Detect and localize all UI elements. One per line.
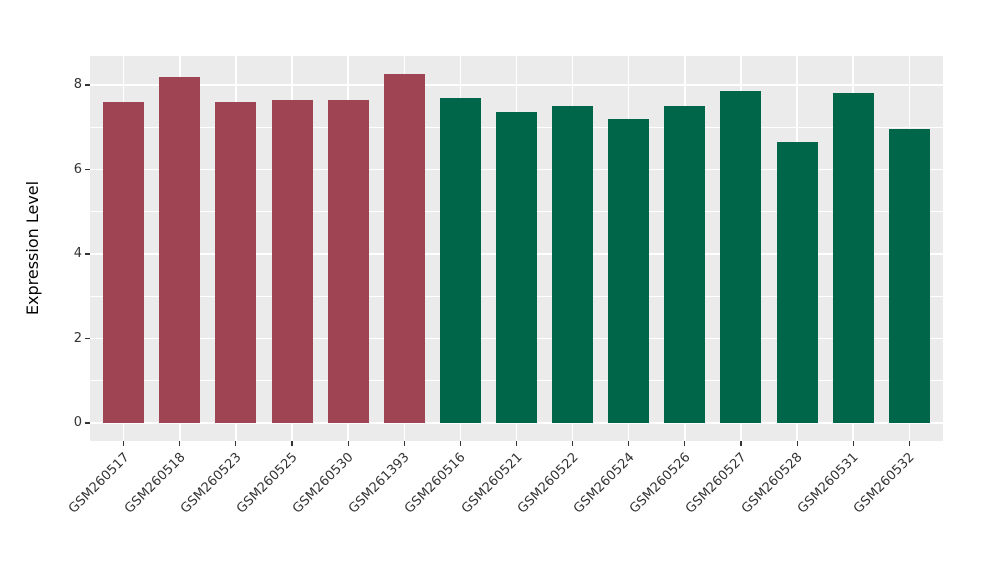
x-axis-tick <box>740 441 742 446</box>
x-axis-tick-label: GSM260517 <box>65 450 133 517</box>
bar-GSM260532 <box>888 129 930 423</box>
y-axis-tick-label: 8 <box>73 77 82 92</box>
x-axis-tick <box>572 441 574 446</box>
bar-GSM260522 <box>552 106 594 423</box>
x-axis-tick-label: GSM261393 <box>346 450 413 517</box>
bar-GSM260524 <box>608 118 650 423</box>
bar-GSM260517 <box>103 101 145 423</box>
x-axis-tick <box>123 441 125 446</box>
bar-GSM260518 <box>159 76 201 423</box>
bar-GSM261393 <box>383 74 425 423</box>
x-axis-tick <box>347 441 349 446</box>
plot-panel <box>90 56 943 441</box>
bar-GSM260516 <box>439 97 481 423</box>
y-axis-tick <box>85 84 90 86</box>
x-axis-tick-label: GSM260531 <box>795 450 862 517</box>
x-axis-tick-label: GSM260523 <box>177 450 245 517</box>
bar-GSM260523 <box>215 101 257 423</box>
x-axis-tick <box>515 441 518 446</box>
x-axis-tick-label: GSM260526 <box>626 450 694 517</box>
x-axis-tick <box>235 441 237 446</box>
x-axis-tick <box>179 441 181 446</box>
x-axis-tick <box>796 441 798 446</box>
bar-GSM260530 <box>327 99 369 423</box>
x-axis-tick-label: GSM260521 <box>458 450 526 517</box>
bar-GSM260525 <box>271 99 313 423</box>
x-axis-tick <box>852 441 854 446</box>
x-axis-tick <box>291 441 293 446</box>
y-axis-tick-label: 0 <box>73 415 82 430</box>
x-axis-tick-label: GSM260522 <box>514 450 582 517</box>
x-axis-tick-label: GSM260532 <box>851 450 918 517</box>
y-axis-tick <box>85 168 90 171</box>
bar-GSM260531 <box>832 93 874 423</box>
x-axis-tick-label: GSM260525 <box>234 450 301 517</box>
x-axis-tick <box>459 441 461 446</box>
x-axis-tick-label: GSM260524 <box>570 450 638 517</box>
x-axis-tick <box>628 441 630 446</box>
y-axis-tick <box>85 337 90 340</box>
bar-GSM260528 <box>776 142 818 423</box>
bar-GSM260521 <box>496 112 537 423</box>
bar-GSM260526 <box>664 106 706 423</box>
x-axis-tick-label: GSM260516 <box>402 450 469 517</box>
x-axis-tick-label: GSM260527 <box>682 450 750 517</box>
x-axis-tick <box>403 441 405 446</box>
x-axis-tick <box>908 441 910 446</box>
y-axis-tick <box>85 422 90 424</box>
x-axis-tick-label: GSM260518 <box>121 450 189 517</box>
y-axis-tick <box>85 253 90 255</box>
x-axis-tick-label: GSM260528 <box>739 450 806 517</box>
y-axis-tick-label: 2 <box>73 330 82 346</box>
y-axis-title: Expression Level <box>23 180 42 316</box>
bar-GSM260527 <box>720 91 762 423</box>
x-axis-tick <box>684 441 686 446</box>
y-axis-tick-label: 4 <box>73 246 82 261</box>
y-axis-tick-label: 6 <box>73 161 82 177</box>
x-axis-tick-label: GSM260530 <box>290 450 357 517</box>
